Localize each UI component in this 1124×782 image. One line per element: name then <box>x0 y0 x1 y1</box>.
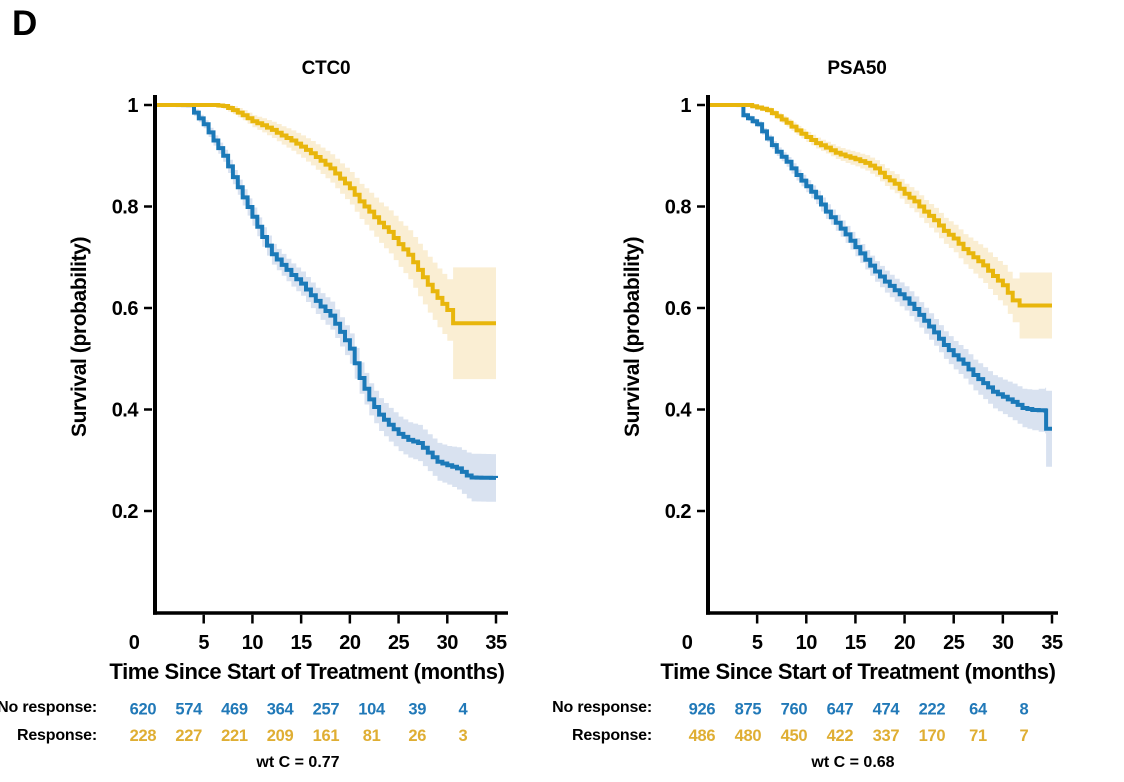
x-tick-label: 20 <box>894 632 916 654</box>
y-tick-label: 0.6 <box>665 298 692 320</box>
x-axis-title-left: Time Since Start of Treatment (months) <box>109 659 505 684</box>
x-tick-label: 5 <box>198 632 209 654</box>
x-tick-label: 10 <box>242 632 264 654</box>
y-tick-label: 0.8 <box>665 197 692 219</box>
concordance-note-right: wt C = 0.68 <box>811 754 895 771</box>
risk-count-response: 3 <box>459 727 468 745</box>
risk-count-response: 450 <box>781 727 808 745</box>
risk-count-response: 480 <box>735 727 762 745</box>
risk-count-response: 221 <box>221 727 248 745</box>
risk-row-label-response-right: Response: <box>572 727 652 744</box>
x-tick-label: 5 <box>752 632 763 654</box>
no_response-ci-band <box>708 105 1052 467</box>
x-tick-label: 25 <box>388 632 410 654</box>
risk-count-no_response: 620 <box>130 701 157 719</box>
risk-count-response: 161 <box>313 727 340 745</box>
concordance-note-left: wt C = 0.77 <box>256 754 340 771</box>
x-tick-label: 0 <box>682 632 693 654</box>
risk-count-no_response: 257 <box>313 701 340 719</box>
x-tick-label: 30 <box>992 632 1014 654</box>
response-ci-band <box>708 105 1052 339</box>
risk-count-response: 170 <box>919 727 946 745</box>
y-tick-label: 0.4 <box>112 400 140 422</box>
risk-count-response: 209 <box>267 727 294 745</box>
risk-count-response: 227 <box>175 727 202 745</box>
plot-title-psa50: PSA50 <box>827 58 887 79</box>
risk-count-no_response: 8 <box>1020 701 1029 719</box>
risk-count-no_response: 647 <box>827 701 854 719</box>
risk-count-response: 337 <box>873 727 900 745</box>
risk-count-no_response: 760 <box>781 701 808 719</box>
x-tick-label: 20 <box>339 632 361 654</box>
y-tick-label: 0.4 <box>665 400 693 422</box>
y-tick-label: 1 <box>680 95 691 117</box>
risk-row-label-response-left: Response: <box>17 727 97 744</box>
x-tick-label: 0 <box>129 632 140 654</box>
response-curve <box>155 103 496 326</box>
risk-count-response: 26 <box>408 727 426 745</box>
risk-count-no_response: 364 <box>267 701 295 719</box>
no_response-curve <box>155 103 498 480</box>
x-tick-label: 35 <box>1041 632 1063 654</box>
y-tick-label: 1 <box>127 95 138 117</box>
y-tick-label: 0.2 <box>665 501 692 523</box>
plot-title-ctc0: CTC0 <box>301 58 351 79</box>
x-tick-label: 15 <box>291 632 313 654</box>
risk-count-response: 7 <box>1020 727 1029 745</box>
risk-count-no_response: 39 <box>408 701 426 719</box>
risk-count-response: 486 <box>689 727 716 745</box>
response-ci-band <box>155 105 496 380</box>
y-tick-label: 0.6 <box>112 298 139 320</box>
x-axis-title-right: Time Since Start of Treatment (months) <box>660 659 1056 684</box>
x-tick-label: 30 <box>437 632 459 654</box>
x-tick-label: 25 <box>943 632 965 654</box>
no_response-curve <box>708 103 1052 431</box>
risk-count-no_response: 474 <box>873 701 901 719</box>
risk-count-no_response: 222 <box>919 701 946 719</box>
risk-count-response: 228 <box>130 727 157 745</box>
y-tick-label: 0.8 <box>112 197 139 219</box>
risk-count-no_response: 64 <box>969 701 988 719</box>
risk-count-no_response: 469 <box>221 701 248 719</box>
y-axis-title-right: Survival (probability) <box>621 236 644 438</box>
risk-row-label-no-response-left: No response: <box>0 699 97 716</box>
y-tick-label: 0.2 <box>112 501 139 523</box>
x-tick-label: 15 <box>845 632 867 654</box>
no_response-ci-band <box>155 105 496 502</box>
risk-count-no_response: 104 <box>358 701 386 719</box>
risk-count-no_response: 4 <box>459 701 469 719</box>
risk-count-response: 81 <box>363 727 381 745</box>
x-tick-label: 35 <box>485 632 507 654</box>
panel-label: D <box>12 4 38 43</box>
risk-count-no_response: 875 <box>735 701 762 719</box>
risk-count-response: 422 <box>827 727 854 745</box>
x-tick-label: 10 <box>796 632 818 654</box>
y-axis-title-left: Survival (probability) <box>68 236 91 438</box>
risk-row-label-no-response-right: No response: <box>552 699 652 716</box>
risk-count-no_response: 926 <box>689 701 716 719</box>
response-curve <box>708 103 1052 308</box>
risk-count-no_response: 574 <box>175 701 203 719</box>
risk-count-response: 71 <box>969 727 987 745</box>
